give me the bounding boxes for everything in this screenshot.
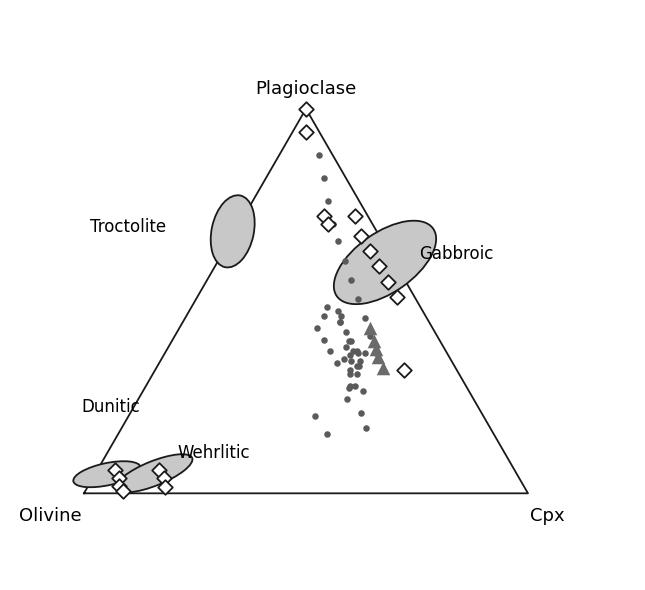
Point: [355, 356, 366, 365]
Point: [345, 350, 355, 360]
Point: [117, 487, 128, 496]
Point: [322, 429, 332, 438]
Text: Gabbroic: Gabbroic: [419, 244, 493, 263]
Point: [352, 369, 362, 379]
Point: [301, 127, 311, 136]
Point: [114, 481, 124, 490]
Point: [365, 323, 375, 333]
Point: [365, 247, 375, 256]
Point: [353, 294, 363, 304]
Point: [345, 369, 355, 379]
Ellipse shape: [74, 461, 141, 487]
Point: [373, 352, 383, 362]
Point: [342, 394, 352, 404]
Point: [332, 358, 342, 368]
Point: [336, 312, 346, 321]
Point: [360, 348, 370, 358]
Point: [114, 473, 124, 483]
Point: [322, 302, 332, 312]
Point: [110, 466, 120, 475]
Ellipse shape: [211, 195, 255, 267]
Text: Wehrlitic: Wehrlitic: [177, 444, 250, 463]
Point: [328, 219, 338, 229]
Point: [325, 346, 335, 356]
Point: [354, 362, 364, 371]
Point: [319, 312, 329, 321]
Point: [160, 483, 170, 492]
Ellipse shape: [115, 454, 192, 493]
Point: [159, 473, 169, 483]
Point: [312, 323, 322, 333]
Point: [356, 408, 366, 417]
Point: [350, 381, 360, 391]
Point: [341, 327, 351, 336]
Point: [344, 337, 354, 346]
Point: [345, 366, 355, 375]
Point: [357, 386, 368, 396]
Point: [392, 293, 402, 302]
Point: [383, 277, 393, 287]
Text: Plagioclase: Plagioclase: [255, 80, 357, 98]
Point: [350, 212, 360, 221]
Text: Troctolite: Troctolite: [90, 218, 166, 236]
Ellipse shape: [334, 221, 436, 304]
Point: [341, 342, 351, 352]
Point: [371, 348, 381, 358]
Point: [333, 306, 343, 316]
Point: [399, 366, 409, 375]
Point: [323, 219, 333, 229]
Point: [361, 423, 371, 432]
Point: [374, 262, 384, 271]
Point: [319, 173, 329, 183]
Point: [323, 196, 333, 206]
Point: [344, 383, 354, 392]
Point: [301, 104, 311, 113]
Point: [335, 317, 346, 327]
Text: Cpx: Cpx: [530, 507, 565, 525]
Point: [346, 275, 357, 284]
Point: [353, 348, 363, 358]
Point: [368, 337, 379, 346]
Point: [371, 345, 381, 354]
Point: [335, 317, 346, 327]
Point: [310, 412, 320, 421]
Point: [340, 256, 350, 266]
Point: [319, 212, 329, 221]
Point: [346, 356, 357, 365]
Point: [360, 314, 370, 323]
Point: [345, 381, 355, 391]
Point: [346, 337, 357, 346]
Point: [339, 354, 349, 363]
Point: [365, 331, 375, 340]
Text: Dunitic: Dunitic: [82, 398, 141, 416]
Point: [356, 231, 366, 240]
Point: [352, 346, 362, 356]
Point: [154, 466, 164, 475]
Point: [352, 362, 362, 371]
Point: [314, 150, 324, 160]
Point: [319, 335, 329, 344]
Point: [348, 346, 358, 356]
Point: [377, 363, 388, 373]
Text: Olivine: Olivine: [19, 507, 82, 525]
Point: [333, 237, 343, 246]
